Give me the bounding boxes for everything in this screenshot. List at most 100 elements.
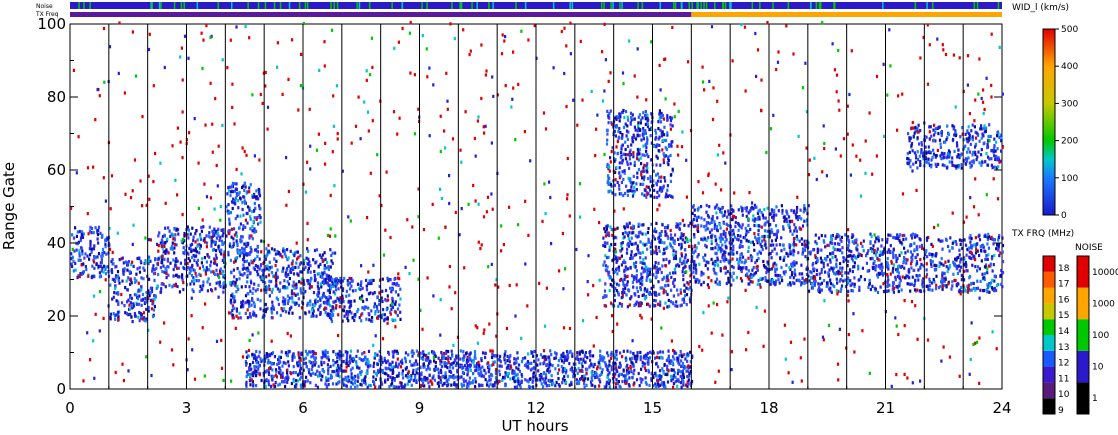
- scatter-point: [259, 299, 262, 303]
- scatter-point: [696, 255, 699, 259]
- scatter-point: [642, 111, 645, 115]
- scatter-point: [327, 265, 330, 269]
- scatter-point: [70, 252, 73, 256]
- scatter-point: [700, 224, 703, 228]
- scatter-point: [996, 134, 999, 138]
- scatter-point: [313, 248, 317, 253]
- scatter-point: [693, 233, 696, 237]
- scatter-point: [639, 256, 642, 260]
- scatter-point: [688, 265, 691, 269]
- scatter-point: [167, 226, 170, 230]
- scatter-point: [244, 225, 247, 229]
- scatter-point: [844, 271, 847, 275]
- scatter-point: [658, 135, 661, 139]
- scatter-point: [872, 266, 875, 271]
- scatter-point: [721, 248, 724, 252]
- scatter-point: [644, 110, 647, 114]
- scatter-point: [132, 264, 135, 268]
- scatter-point: [199, 273, 202, 277]
- noise-strip-mark: [180, 2, 183, 9]
- scatter-point: [317, 264, 320, 268]
- scatter-point: [115, 291, 118, 295]
- scatter-point: [825, 281, 829, 286]
- scatter-point: [758, 208, 761, 212]
- scatter-point: [912, 162, 915, 166]
- scatter-point: [210, 270, 213, 274]
- scatter-point: [803, 248, 807, 252]
- scatter-point: [233, 295, 236, 299]
- scatter-point: [662, 161, 665, 165]
- scatter-point: [169, 234, 172, 238]
- scatter-point: [745, 229, 748, 233]
- scatter-point: [721, 237, 724, 241]
- scatter-point: [469, 368, 473, 372]
- scatter-point: [153, 297, 156, 301]
- scatter-point: [982, 134, 985, 138]
- scatter-point: [919, 265, 922, 269]
- scatter-point: [950, 287, 953, 291]
- noise-strip-mark: [610, 2, 612, 9]
- scatter-point: [308, 282, 311, 286]
- scatter-point: [741, 206, 744, 211]
- scatter-point: [309, 381, 312, 385]
- scatter-point: [604, 254, 607, 258]
- scatter-point: [292, 280, 295, 284]
- scatter-point: [159, 266, 162, 270]
- scatter-point: [173, 227, 176, 231]
- scatter-point: [650, 141, 653, 145]
- scatter-point: [623, 235, 626, 239]
- scatter-point: [391, 282, 394, 286]
- scatter-point: [655, 183, 658, 187]
- scatter-point: [373, 291, 376, 295]
- scatter-point: [662, 117, 665, 121]
- scatter-point: [840, 270, 843, 274]
- scatter-point: [97, 264, 100, 268]
- scatter-point: [108, 226, 111, 231]
- scatter-point: [288, 270, 291, 274]
- scatter-point: [814, 255, 817, 260]
- scatter-point: [961, 126, 964, 130]
- scatter-point: [253, 195, 257, 199]
- scatter-point: [906, 152, 909, 156]
- scatter-point: [194, 232, 197, 236]
- scatter-point: [574, 362, 577, 366]
- scatter-point: [668, 304, 671, 308]
- scatter-point: [286, 248, 289, 252]
- scatter-point: [509, 377, 512, 381]
- scatter-point: [346, 316, 349, 320]
- scatter-point: [689, 268, 692, 272]
- scatter-point: [874, 287, 877, 291]
- scatter-point: [683, 289, 686, 293]
- scatter-point: [287, 264, 290, 268]
- scatter-point: [615, 267, 618, 271]
- scatter-point: [327, 267, 330, 272]
- scatter-point: [675, 264, 678, 268]
- scatter-point: [655, 135, 658, 139]
- scatter-point: [703, 225, 706, 229]
- scatter-point: [763, 234, 766, 238]
- scatter-point: [967, 156, 970, 160]
- scatter-point: [639, 251, 642, 255]
- scatter-point: [305, 256, 308, 260]
- scatter-point: [513, 357, 516, 361]
- scatter-point: [913, 284, 916, 288]
- scatter-point: [414, 375, 417, 379]
- scatter-point: [404, 351, 407, 355]
- scatter-point: [493, 384, 496, 388]
- scatter-point: [149, 286, 152, 290]
- scatter-point: [91, 275, 94, 279]
- scatter-point: [958, 238, 961, 242]
- scatter-point: [222, 275, 225, 279]
- noise-strip-mark: [391, 2, 393, 9]
- scatter-point: [800, 237, 803, 241]
- scatter-point: [758, 215, 761, 219]
- scatter-point: [765, 246, 768, 250]
- scatter-point: [79, 246, 83, 250]
- scatter-point: [118, 258, 121, 262]
- scatter-point: [258, 188, 261, 193]
- scatter-point: [875, 236, 878, 240]
- scatter-point: [624, 147, 627, 152]
- scatter-point: [152, 264, 155, 268]
- scatter-point: [946, 154, 949, 158]
- noise-strip-mark: [681, 2, 683, 9]
